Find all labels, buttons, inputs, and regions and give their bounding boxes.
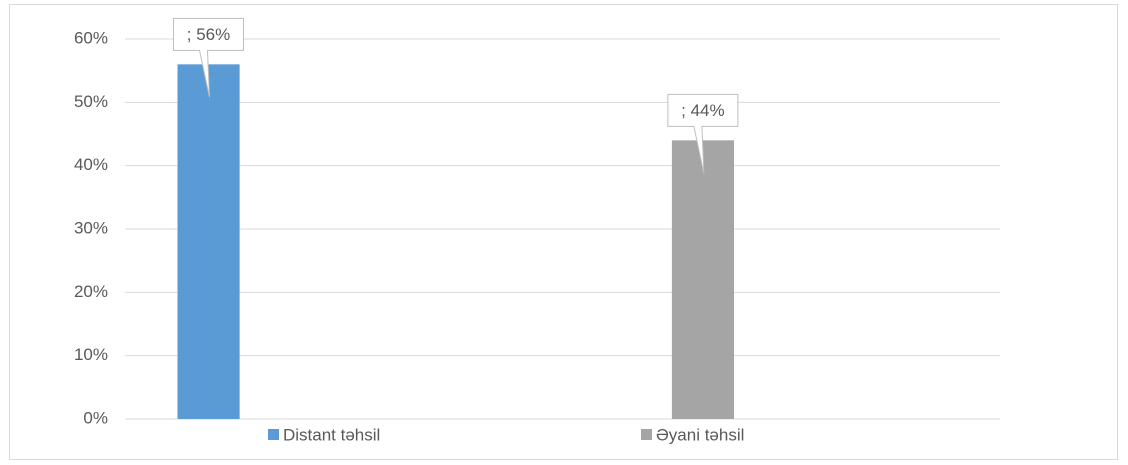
y-tick-label: 60% bbox=[74, 28, 108, 47]
data-label: ; 44% bbox=[681, 101, 724, 120]
callout-box bbox=[667, 93, 739, 174]
chart-border bbox=[9, 4, 1118, 460]
y-tick-label: 40% bbox=[74, 155, 108, 174]
callout-box bbox=[173, 17, 244, 98]
legend-label: Əyani təhsil bbox=[656, 425, 744, 444]
bar bbox=[177, 64, 240, 419]
y-tick-label: 30% bbox=[74, 218, 108, 237]
bar bbox=[671, 140, 734, 420]
y-tick-label: 20% bbox=[74, 282, 108, 301]
legend-swatch bbox=[641, 429, 652, 440]
legend-label: Distant təhsil bbox=[283, 425, 380, 444]
y-tick-label: 50% bbox=[74, 92, 108, 111]
y-tick-label: 0% bbox=[83, 408, 108, 427]
y-tick-label: 10% bbox=[74, 345, 108, 364]
legend-swatch bbox=[268, 429, 279, 440]
data-label: ; 56% bbox=[187, 25, 230, 44]
